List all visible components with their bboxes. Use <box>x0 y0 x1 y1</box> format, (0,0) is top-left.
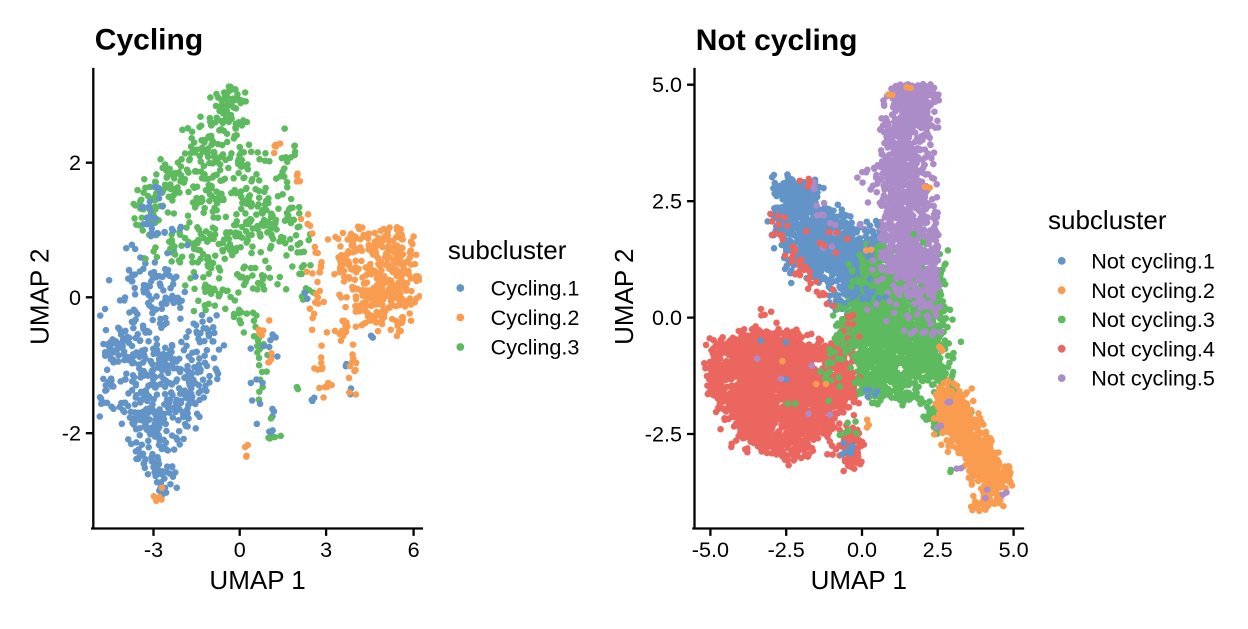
svg-text:subcluster: subcluster <box>448 235 567 265</box>
svg-text:Not cycling: Not cycling <box>696 24 858 57</box>
svg-text:5.0: 5.0 <box>999 537 1029 562</box>
svg-text:-5.0: -5.0 <box>692 537 729 562</box>
svg-text:Cycling.1: Cycling.1 <box>491 276 580 301</box>
svg-text:UMAP 1: UMAP 1 <box>811 565 907 595</box>
svg-text:3: 3 <box>320 537 332 562</box>
svg-text:Cycling.3: Cycling.3 <box>491 335 580 360</box>
svg-text:0: 0 <box>69 285 81 310</box>
svg-text:Not cycling.2: Not cycling.2 <box>1091 278 1215 303</box>
svg-text:Not cycling.1: Not cycling.1 <box>1091 249 1215 274</box>
svg-text:2: 2 <box>69 150 81 175</box>
svg-text:-2: -2 <box>62 421 81 446</box>
svg-text:0.0: 0.0 <box>652 305 682 330</box>
svg-text:Not cycling.3: Not cycling.3 <box>1091 307 1215 332</box>
svg-text:2.5: 2.5 <box>923 537 953 562</box>
svg-text:UMAP 2: UMAP 2 <box>609 249 639 345</box>
svg-text:6: 6 <box>408 537 420 562</box>
svg-text:subcluster: subcluster <box>1048 205 1167 235</box>
svg-text:UMAP 2: UMAP 2 <box>25 249 55 345</box>
svg-text:-2.5: -2.5 <box>768 537 805 562</box>
svg-text:Not cycling.4: Not cycling.4 <box>1091 336 1215 361</box>
svg-text:Cycling: Cycling <box>95 24 203 57</box>
svg-text:2.5: 2.5 <box>652 189 682 214</box>
svg-text:0.0: 0.0 <box>847 537 877 562</box>
svg-text:-2.5: -2.5 <box>645 422 682 447</box>
svg-text:Cycling.2: Cycling.2 <box>491 305 580 330</box>
svg-text:5.0: 5.0 <box>652 72 682 97</box>
svg-text:Not cycling.5: Not cycling.5 <box>1091 366 1215 391</box>
svg-text:0: 0 <box>234 537 246 562</box>
svg-text:-3: -3 <box>144 537 163 562</box>
svg-text:UMAP 1: UMAP 1 <box>209 565 305 595</box>
